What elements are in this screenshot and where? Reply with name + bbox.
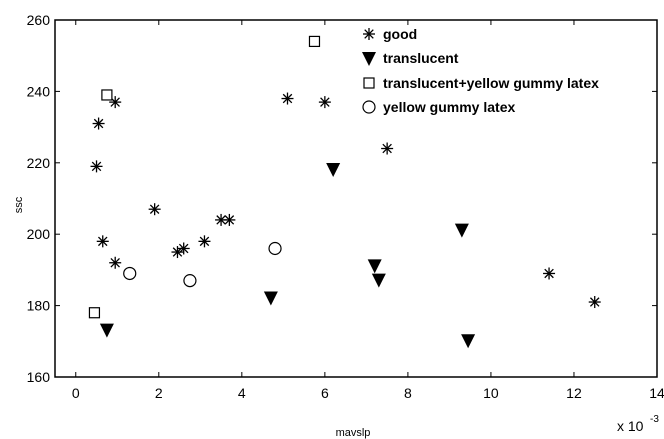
- data-point-good: [215, 213, 228, 226]
- data-points: [88, 35, 601, 349]
- asterisk-icon: [363, 28, 375, 40]
- x-multiplier-exponent: -3: [650, 414, 659, 425]
- data-point-yellow-gummy-latex: [268, 241, 282, 256]
- x-tick-label: 0: [72, 385, 80, 401]
- legend-item-translucent-yellow-gummy-latex: translucent+yellow gummy latex: [363, 75, 599, 91]
- y-tick-label: 220: [27, 155, 51, 171]
- y-tick-label: 240: [27, 83, 51, 99]
- data-point-good: [90, 160, 103, 173]
- data-point-good: [171, 246, 184, 259]
- y-tick-label: 160: [27, 369, 51, 385]
- x-axis-label: mavslp: [336, 427, 371, 439]
- x-tick-label: 8: [404, 385, 412, 401]
- data-point-good: [588, 296, 601, 309]
- data-point-translucent: [454, 223, 469, 238]
- data-point-translucent: [263, 291, 278, 306]
- plot-area: [54, 19, 658, 378]
- data-point-good: [381, 142, 394, 155]
- data-point-good: [198, 235, 211, 248]
- y-tick-label: 200: [27, 226, 51, 242]
- data-point-translucent-yellow-gummy-latex: [308, 35, 321, 48]
- data-point-yellow-gummy-latex: [123, 266, 137, 281]
- triangle-down-icon: [362, 52, 376, 66]
- x-tick-label: 10: [483, 385, 499, 401]
- data-point-good: [92, 117, 105, 130]
- legend: good translucent translucent+yellow gumm…: [362, 26, 599, 115]
- x-tick-label: 2: [155, 385, 163, 401]
- data-point-translucent: [461, 334, 476, 349]
- square-icon: [363, 77, 375, 89]
- data-point-translucent: [371, 273, 386, 288]
- legend-label-translucent-yellow-gummy-latex: translucent+yellow gummy latex: [383, 75, 599, 91]
- legend-item-good: good: [363, 26, 417, 42]
- legend-label-yellow-gummy-latex: yellow gummy latex: [383, 99, 515, 115]
- data-point-translucent: [99, 323, 114, 338]
- axis-ticks: 0 2 4 6 8 10 12 14 160 180 200 220 240 260: [27, 12, 664, 401]
- legend-item-yellow-gummy-latex: yellow gummy latex: [362, 99, 515, 115]
- x-tick-label: 14: [649, 385, 664, 401]
- y-tick-label: 180: [27, 298, 51, 314]
- data-point-translucent-yellow-gummy-latex: [88, 307, 101, 319]
- data-point-good: [281, 92, 294, 105]
- data-point-good: [177, 242, 190, 255]
- x-tick-label: 12: [566, 385, 582, 401]
- circle-icon: [362, 100, 376, 114]
- data-point-good: [223, 213, 236, 226]
- data-point-translucent-yellow-gummy-latex: [101, 89, 113, 101]
- y-tick-label: 260: [27, 12, 51, 28]
- x-tick-label: 6: [321, 385, 329, 401]
- x-tick-label: 4: [238, 385, 246, 401]
- data-point-good: [148, 203, 161, 216]
- data-point-yellow-gummy-latex: [183, 274, 197, 288]
- data-point-good: [109, 256, 122, 269]
- legend-item-translucent: translucent: [362, 50, 459, 66]
- x-multiplier-base: x 10: [617, 418, 644, 434]
- data-point-translucent: [326, 162, 341, 177]
- data-point-translucent: [367, 259, 382, 274]
- data-point-good: [318, 96, 331, 109]
- legend-label-good: good: [383, 26, 417, 42]
- data-point-good: [543, 267, 556, 280]
- y-axis-label: ssc: [13, 196, 25, 213]
- data-point-good: [96, 235, 109, 248]
- legend-label-translucent: translucent: [383, 50, 459, 66]
